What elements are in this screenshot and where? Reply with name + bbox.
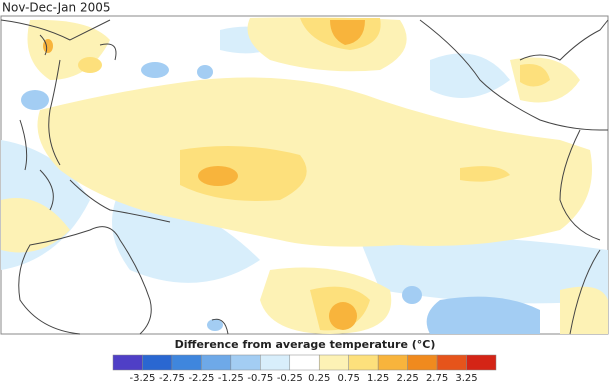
map — [0, 15, 609, 335]
legend-swatch — [142, 354, 173, 371]
legend-tick-label: 2.75 — [426, 373, 448, 384]
legend-swatch — [112, 354, 143, 371]
legend-swatch — [407, 354, 438, 371]
legend-swatch — [466, 354, 497, 371]
legend-tick-label: 2.25 — [396, 373, 418, 384]
anomaly-blue — [21, 62, 540, 334]
legend-tick-label: 0.25 — [308, 373, 330, 384]
legend-swatch — [318, 354, 349, 371]
legend-swatch — [377, 354, 408, 371]
legend-swatch — [230, 354, 261, 371]
legend-tick-label: -0.75 — [247, 373, 273, 384]
legend-tick-label: -0.25 — [277, 373, 303, 384]
legend-swatch — [260, 354, 291, 371]
legend-swatch — [171, 354, 202, 371]
legend-tick-label: 0.75 — [338, 373, 360, 384]
anomaly-orange — [43, 20, 365, 330]
legend-tick-label: -2.25 — [188, 373, 214, 384]
legend-tick-label: -1.25 — [218, 373, 244, 384]
anomaly-light-yellow — [1, 17, 608, 334]
legend-tick-label: 3.25 — [455, 373, 477, 384]
coastlines — [0, 19, 609, 335]
legend-tick-label: -3.25 — [130, 373, 156, 384]
legend-swatch — [289, 354, 320, 371]
legend-tick-label: 1.25 — [367, 373, 389, 384]
legend-swatch — [436, 354, 467, 371]
legend-title: Difference from average temperature (°C) — [175, 338, 436, 351]
map-title: Nov-Dec-Jan 2005 — [2, 1, 111, 15]
legend-swatch — [348, 354, 379, 371]
legend-swatch — [201, 354, 232, 371]
legend-tick-label: -2.75 — [159, 373, 185, 384]
colorbar: -3.25 -2.75 -2.25 -1.25 -0.75 -0.25 0.25 0.75 1.… — [112, 354, 497, 384]
